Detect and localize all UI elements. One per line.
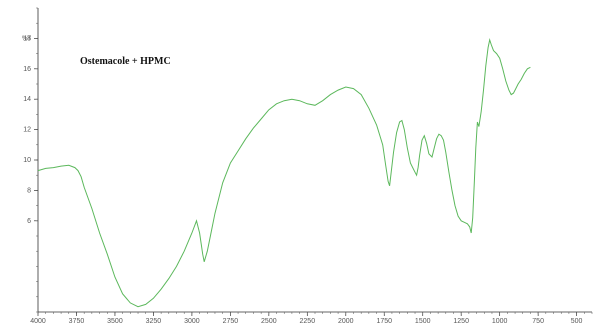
y-tick-label: 18: [23, 35, 31, 42]
x-tick-label: 3500: [107, 318, 123, 325]
x-tick-label: 3250: [146, 318, 162, 325]
x-tick-label: 1000: [492, 318, 508, 325]
x-tick-label: 3750: [69, 318, 85, 325]
x-tick-label: 2750: [223, 318, 239, 325]
spectrum-line: [37, 37, 531, 308]
x-tick-label: 2000: [338, 318, 354, 325]
x-axis-ticks: 4000 3750 3500 3250 3000 2750 2500 2250 2000 1750…: [30, 312, 593, 325]
y-tick-label: 12: [23, 127, 31, 134]
y-tick-label: 6: [27, 218, 31, 225]
y-tick-label: 14: [23, 96, 31, 103]
y-tick-label: 8: [27, 187, 31, 194]
x-tick-label: 1250: [453, 318, 469, 325]
y-tick-label: 10: [23, 157, 31, 164]
x-tick-label: 3000: [184, 318, 200, 325]
x-tick-label: 750: [532, 318, 544, 325]
x-tick-label: 1750: [376, 318, 392, 325]
axes: [37, 8, 592, 313]
x-tick-label: 1500: [415, 318, 431, 325]
x-tick-label: 4000: [30, 318, 46, 325]
x-tick-label: 500: [571, 318, 583, 325]
x-tick-label: 2500: [261, 318, 277, 325]
chart-title: Ostemacole + HPMC: [80, 56, 171, 67]
x-tick-label: 2250: [300, 318, 316, 325]
y-axis-ticks: 6 8 10 12 14 16 18: [23, 7, 38, 313]
y-axis-label: %T: [22, 36, 31, 42]
y-tick-label: 16: [23, 66, 31, 73]
